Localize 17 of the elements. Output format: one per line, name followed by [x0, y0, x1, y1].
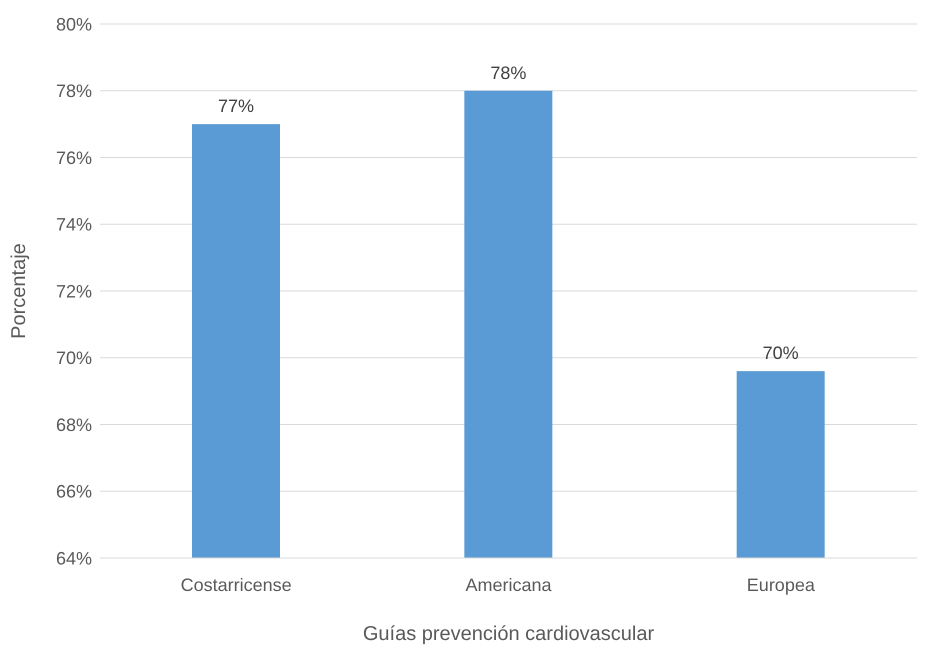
data-label: 77%	[218, 96, 254, 116]
x-tick-label: Europea	[746, 574, 816, 595]
x-axis-title: Guías prevención cardiovascular	[362, 623, 654, 645]
y-tick-label: 72%	[56, 281, 92, 302]
y-tick-label: 64%	[56, 548, 92, 568]
y-tick-label: 80%	[56, 14, 92, 34]
data-label: 78%	[490, 62, 526, 83]
y-tick-label: 78%	[56, 81, 92, 102]
y-axis-title: Porcentaje	[8, 243, 30, 339]
x-tick-label: Americana	[465, 574, 552, 595]
x-tick-label: Costarricense	[180, 574, 292, 595]
data-label: 70%	[762, 343, 799, 364]
y-tick-label: 76%	[56, 148, 92, 168]
y-tick-label: 70%	[56, 348, 92, 368]
y-tick-label: 74%	[56, 214, 92, 235]
y-tick-label: 68%	[56, 414, 92, 435]
y-tick-label: 66%	[56, 482, 92, 502]
